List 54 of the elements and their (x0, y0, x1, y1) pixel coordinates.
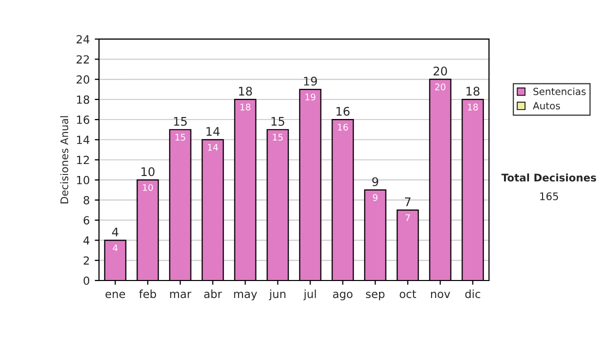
y-axis-title: Decisiones Anual (60, 116, 68, 204)
y-tick-label: 8 (84, 196, 90, 204)
x-tick-label: feb (139, 290, 156, 298)
total-label: 10 (142, 167, 154, 176)
total-label: 20 (434, 66, 447, 76)
y-tick-label: 0 (84, 276, 90, 285)
total-label: 14 (206, 127, 220, 136)
total-label: 9 (372, 177, 378, 186)
legend-label: Sentencias (533, 88, 586, 96)
data-label: 9 (372, 194, 378, 201)
y-tick-label: 24 (76, 35, 90, 44)
total-label: 4 (112, 228, 118, 236)
data-label: 10 (143, 184, 153, 191)
total-label: 18 (239, 86, 252, 96)
y-tick-label: 12 (77, 156, 89, 164)
x-tick-label: jul (303, 290, 316, 300)
y-tick-label: 22 (76, 55, 89, 64)
data-label: 18 (240, 104, 250, 110)
data-label: 14 (208, 144, 218, 151)
total-label: 19 (304, 76, 317, 86)
y-tick-label: 20 (76, 75, 90, 84)
total-label: 16 (336, 106, 350, 116)
x-tick-label: may (234, 292, 258, 300)
x-tick-label: oct (400, 290, 416, 298)
y-tick-label: 6 (84, 216, 90, 225)
data-label: 15 (273, 134, 283, 141)
total-label: 18 (466, 86, 480, 96)
y-tick-label: 2 (84, 256, 89, 265)
data-label: 15 (176, 134, 186, 141)
data-label: 18 (468, 104, 478, 110)
y-tick-label: 14 (77, 136, 90, 144)
x-tick-label: dic (465, 290, 480, 298)
y-tick-label: 10 (77, 176, 90, 184)
y-tick-label: 16 (77, 116, 90, 124)
x-tick-label: ago (333, 292, 352, 300)
legend-label: Autos (532, 102, 560, 110)
text: Total Decisiones (501, 173, 596, 182)
y-tick-label: 4 (83, 236, 90, 244)
total-label: 15 (174, 117, 187, 126)
x-tick-label: jun (268, 290, 286, 300)
data-label: 4 (112, 244, 118, 252)
data-label: 19 (306, 94, 316, 100)
x-tick-label: sep (366, 292, 384, 300)
data-label: 7 (406, 214, 410, 221)
total-label: 7 (404, 198, 410, 206)
text: 165 (540, 192, 558, 200)
data-label: 20 (435, 84, 446, 90)
data-label: 16 (338, 124, 348, 131)
y-tick-label: 18 (77, 95, 90, 104)
total-label: 15 (272, 117, 284, 126)
x-tick-label: ene (106, 292, 126, 298)
x-tick-label: mar (170, 292, 192, 298)
x-tick-label: abr (204, 290, 222, 298)
x-tick-label: nov (431, 292, 450, 298)
